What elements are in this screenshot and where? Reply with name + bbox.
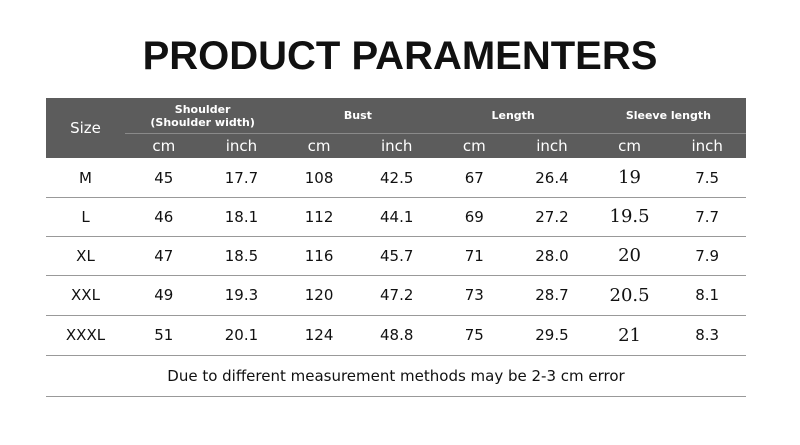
unit-header: inch [380, 136, 413, 155]
value-cell: 46 [154, 207, 174, 226]
value-cell: 28.7 [535, 286, 569, 304]
value-cell: 7.5 [695, 168, 720, 187]
value-cell: 49 [154, 286, 174, 304]
value-cell: 116 [304, 246, 334, 265]
value-cell: 51 [154, 326, 174, 344]
value-cell: 8.1 [695, 286, 720, 304]
value-cell: 21 [618, 324, 642, 346]
value-cell: 42.5 [379, 168, 414, 187]
size-cell: XL [76, 246, 95, 265]
unit-header: cm [307, 136, 331, 155]
value-cell: 7.9 [695, 246, 720, 265]
value-cell: 18.1 [224, 207, 259, 226]
header-divider [125, 133, 746, 134]
size-cell: XXL [71, 286, 100, 304]
value-cell: 28.0 [535, 246, 569, 265]
group-header: Shoulder (Shoulder width) [150, 102, 255, 129]
value-cell: 45.7 [379, 246, 414, 265]
value-cell: 19.5 [609, 206, 650, 227]
value-cell: 8.3 [695, 326, 720, 344]
value-cell: 108 [304, 168, 334, 187]
unit-header: inch [225, 136, 258, 155]
value-cell: 18.5 [224, 246, 259, 265]
size-cell: M [79, 168, 92, 187]
value-cell: 29.5 [535, 326, 569, 344]
value-cell: 7.7 [695, 207, 720, 226]
value-cell: 20.5 [609, 284, 650, 306]
value-cell: 67 [464, 168, 484, 187]
value-cell: 19.3 [224, 286, 259, 304]
value-cell: 75 [464, 326, 484, 344]
unit-header: cm [462, 136, 486, 155]
row-divider [46, 355, 746, 356]
size-header: Size [70, 119, 101, 137]
value-cell: 19 [618, 167, 642, 188]
value-cell: 45 [154, 168, 174, 187]
group-header: Sleeve length [625, 109, 711, 122]
value-cell: 47.2 [379, 286, 414, 304]
table-header-bg [46, 98, 746, 158]
unit-header: cm [152, 136, 176, 155]
group-header: Bust [343, 109, 372, 122]
value-cell: 120 [304, 286, 334, 304]
unit-header: inch [691, 136, 723, 155]
row-divider [46, 275, 746, 276]
value-cell: 69 [464, 207, 484, 226]
note: Due to different measurement methods may… [167, 367, 625, 385]
value-cell: 124 [304, 326, 334, 344]
value-cell: 112 [304, 207, 334, 226]
table-bottom [46, 396, 746, 397]
title: PRODUCT PARAMENTERS [142, 33, 658, 78]
value-cell: 20 [618, 245, 642, 266]
value-cell: 20.1 [224, 326, 259, 344]
value-cell: 73 [464, 286, 484, 304]
value-cell: 48.8 [379, 326, 414, 344]
value-cell: 17.7 [224, 168, 259, 187]
value-cell: 71 [464, 246, 484, 265]
group-header: Length [491, 109, 535, 122]
size-cell: L [81, 207, 90, 226]
value-cell: 27.2 [535, 207, 569, 226]
value-cell: 26.4 [535, 168, 569, 187]
value-cell: 47 [154, 246, 174, 265]
row-divider [46, 236, 746, 237]
row-divider [46, 315, 746, 316]
row-divider [46, 197, 746, 198]
value-cell: 44.1 [379, 207, 414, 226]
unit-header: inch [536, 136, 568, 155]
size-cell: XXXL [65, 326, 106, 344]
unit-header: cm [618, 136, 641, 155]
